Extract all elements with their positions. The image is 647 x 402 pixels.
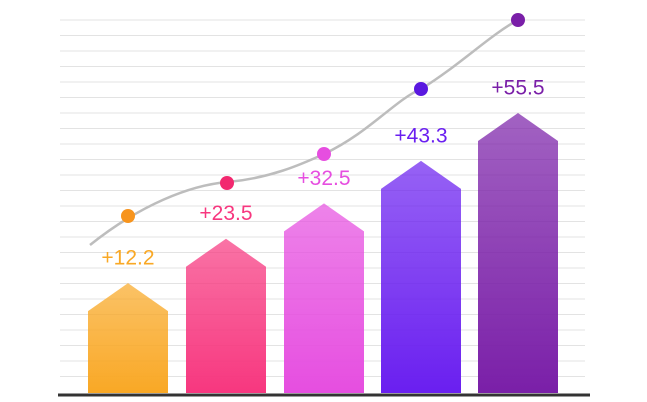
trend-dot xyxy=(317,147,331,161)
trend-dot xyxy=(414,82,428,96)
trend-dot xyxy=(220,176,234,190)
value-label: +55.5 xyxy=(491,77,544,100)
arrow-bar xyxy=(381,160,461,393)
trend-dot xyxy=(511,13,525,27)
value-label: +12.2 xyxy=(101,247,154,270)
value-label: +23.5 xyxy=(199,202,252,225)
arrow-bar xyxy=(186,238,266,393)
value-label: +32.5 xyxy=(297,167,350,190)
arrow-bar xyxy=(88,283,168,393)
trend-dot xyxy=(121,209,135,223)
arrow-bar xyxy=(478,113,558,393)
value-label: +43.3 xyxy=(394,124,447,147)
arrow-bar xyxy=(284,203,364,393)
